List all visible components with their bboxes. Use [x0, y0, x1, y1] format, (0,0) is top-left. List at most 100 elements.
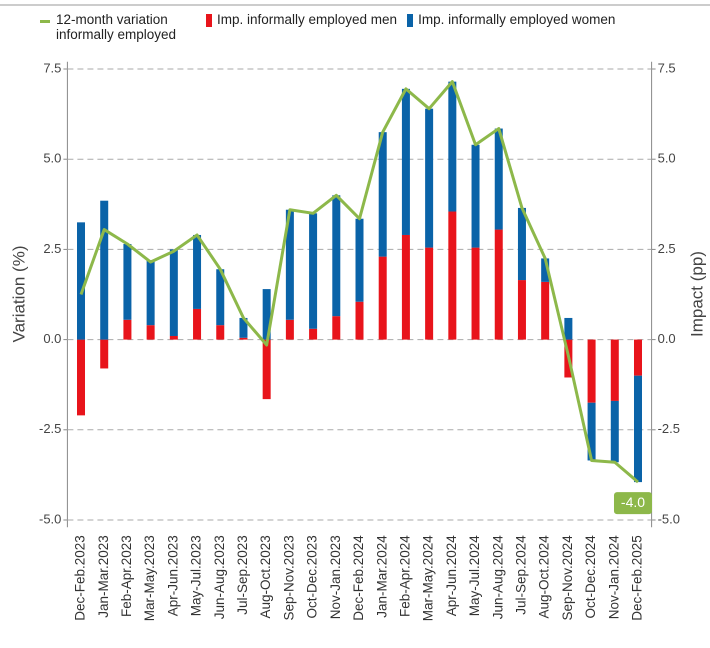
x-tick-label: Mar-May.2023 [142, 535, 157, 621]
bar [517, 207, 526, 281]
x-tick-label: Aug-Oct.2023 [258, 535, 273, 618]
bar [262, 339, 271, 400]
bar [77, 222, 86, 340]
bar [564, 317, 573, 340]
y-tick-label: 0.0 [43, 331, 61, 346]
x-tick-label: May-Jul.2023 [189, 535, 204, 616]
bar [355, 218, 364, 302]
y2-tick-label: 2.5 [658, 241, 676, 256]
bar [193, 234, 202, 309]
bar [633, 339, 642, 376]
y2-tick-label: -2.5 [658, 421, 680, 436]
y2-axis-title: Impact (pp) [687, 251, 706, 337]
bar [285, 209, 294, 320]
bar [332, 195, 341, 317]
x-tick-label: Oct-Dec.2024 [583, 535, 598, 619]
bar [239, 317, 248, 338]
bar [309, 213, 318, 329]
bar [100, 200, 109, 340]
y-tick-label: 7.5 [43, 60, 61, 75]
y2-tick-label: 5.0 [658, 151, 676, 166]
legend-label: Imp. informally employed women [418, 12, 616, 27]
bar [123, 243, 132, 320]
x-tick-label: Apr-Jun.2023 [165, 535, 180, 616]
y2-tick-label: -5.0 [658, 511, 680, 526]
legend: 12-month variation informally employed Im… [40, 12, 625, 42]
bar [425, 247, 434, 340]
y2-tick-label: 7.5 [658, 60, 676, 75]
x-tick-label: Apr-Jun.2024 [444, 535, 459, 617]
bar [216, 269, 225, 326]
line-series [79, 80, 639, 484]
legend-item: Imp. informally employed men [206, 12, 397, 42]
x-tick-label: Dec-Feb.2024 [351, 535, 366, 621]
y-tick-label: 2.5 [43, 241, 61, 256]
y-axis-title: Variation (%) [9, 246, 28, 343]
x-tick-label: Feb-Apr.2023 [119, 535, 134, 617]
bar [425, 108, 434, 248]
bar [216, 325, 225, 340]
bar [193, 308, 202, 340]
x-tick-label: Jan-Mar.2023 [96, 535, 111, 618]
bar [100, 339, 109, 369]
bar [169, 249, 178, 336]
bar [610, 339, 619, 401]
legend-item: 12-month variation informally employed [40, 12, 196, 42]
value-label: -4.0 [621, 494, 645, 510]
x-tick-label: Dec-Feb.2025 [630, 535, 645, 621]
bar [285, 319, 294, 340]
x-tick-label: Sep-Nov.2024 [560, 535, 575, 621]
bar [378, 256, 387, 340]
x-tick-label: Jul-Sep.2024 [514, 535, 529, 615]
x-tick-label: Oct-Dec.2023 [305, 535, 320, 618]
bar [471, 247, 480, 340]
bar [517, 280, 526, 340]
x-tick-label: Dec-Feb.2023 [73, 535, 88, 621]
bar [146, 260, 155, 326]
bar [401, 234, 410, 340]
bar [123, 319, 132, 340]
bar [471, 144, 480, 248]
x-tick-label: Jun-Aug.2023 [212, 535, 227, 619]
legend-label: Imp. informally employed men [217, 12, 398, 27]
bar [355, 301, 364, 340]
bar [610, 400, 619, 463]
legend-label: 12-month variation informally employed [56, 12, 177, 42]
y-tick-label: 5.0 [43, 151, 61, 166]
legend-item: Imp. informally employed women [407, 12, 615, 42]
bar [494, 229, 503, 340]
bar [541, 258, 550, 282]
bar [633, 375, 642, 483]
bar [448, 81, 457, 212]
bar [309, 328, 318, 340]
x-tick-label: Jul-Sep.2023 [235, 535, 250, 615]
legend-swatch [206, 14, 212, 27]
value-label-box [613, 492, 652, 515]
bar [262, 289, 271, 340]
x-tick-label: Feb-Apr.2024 [397, 535, 412, 617]
bar [239, 337, 248, 340]
x-tick-label: Aug-Oct.2024 [537, 535, 552, 619]
bar [401, 88, 410, 235]
x-tick-label: Jan-Mar.2024 [374, 535, 389, 618]
bar [169, 335, 178, 340]
legend-swatch [40, 20, 50, 23]
bar [587, 402, 596, 461]
bar [332, 316, 341, 340]
bar [541, 281, 550, 340]
bar [378, 132, 387, 257]
x-tick-label: May-Jul.2024 [467, 535, 482, 617]
x-tick-label: Nov-Jan.2023 [328, 535, 343, 619]
bar [448, 211, 457, 340]
y-tick-label: -2.5 [39, 421, 61, 436]
y2-tick-label: 0.0 [658, 331, 676, 346]
bar [587, 339, 596, 403]
legend-swatch [407, 14, 414, 27]
y-tick-label: -5.0 [39, 511, 61, 526]
bar [146, 325, 155, 340]
bar [77, 339, 86, 416]
x-tick-label: Mar-May.2024 [421, 535, 436, 622]
x-tick-label: Sep-Nov.2023 [281, 535, 296, 620]
